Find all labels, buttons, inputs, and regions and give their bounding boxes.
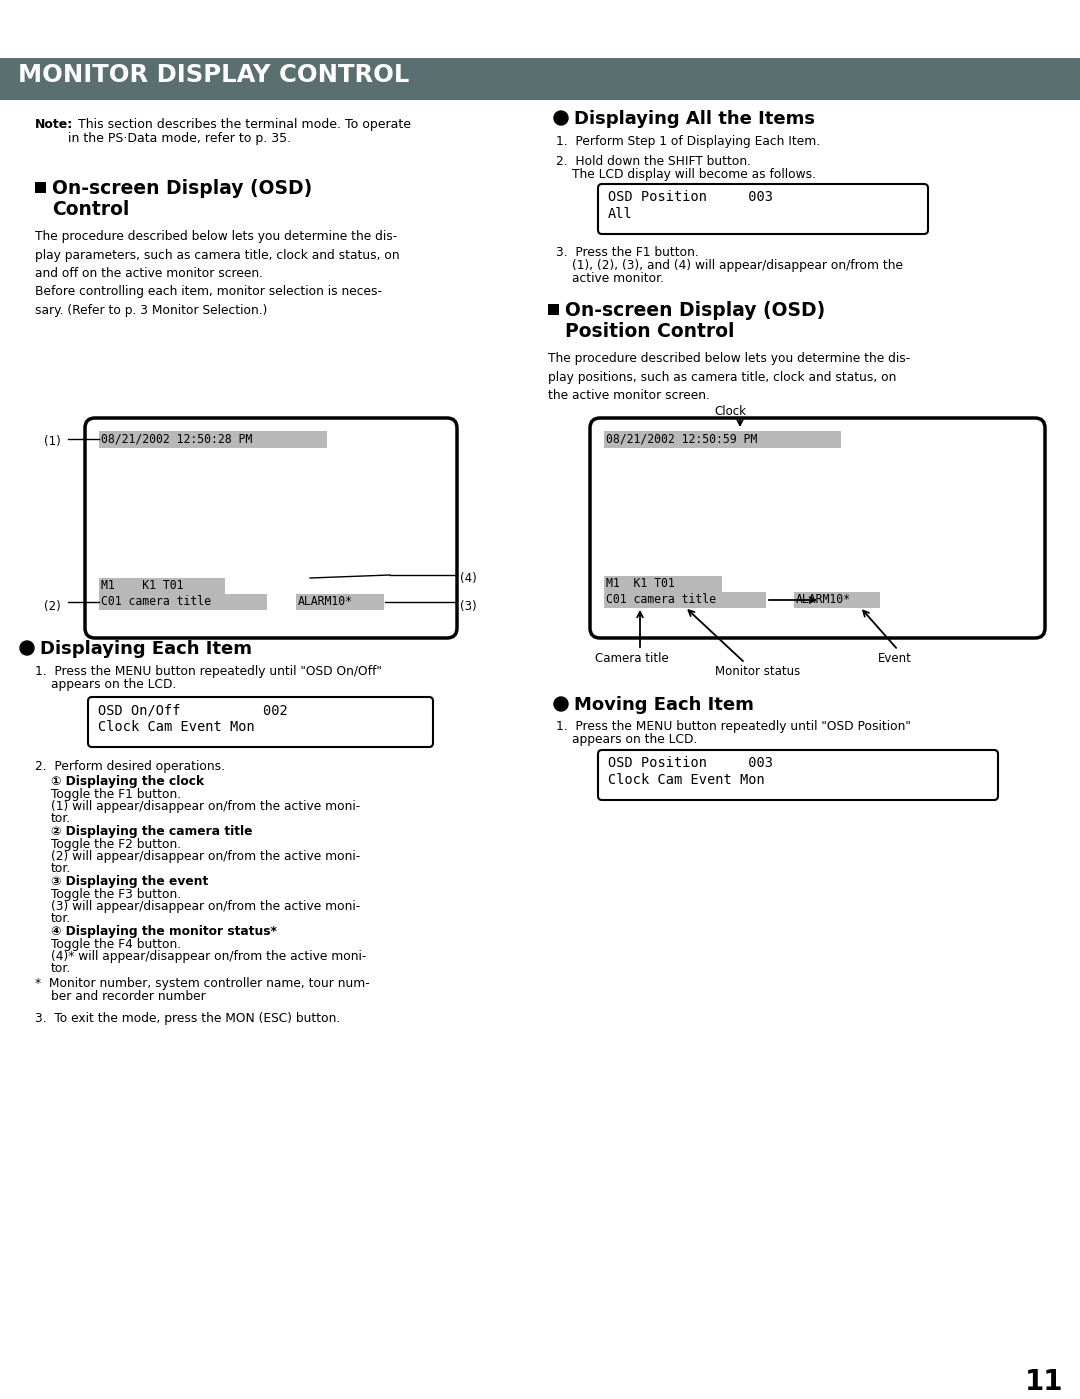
Text: The procedure described below lets you determine the dis-
play parameters, such : The procedure described below lets you d… [35, 229, 400, 318]
Text: Clock Cam Event Mon: Clock Cam Event Mon [608, 774, 765, 788]
Text: The procedure described below lets you determine the dis-
play positions, such a: The procedure described below lets you d… [548, 353, 910, 402]
Bar [604, 576, 723, 592]
Circle shape [21, 641, 33, 655]
Text: This section describes the terminal mode. To operate: This section describes the terminal mode… [78, 118, 411, 132]
Text: Control: Control [52, 200, 130, 220]
Text: Toggle the F4 button.: Toggle the F4 button. [51, 937, 181, 951]
Text: 08/21/2002 12:50:59 PM: 08/21/2002 12:50:59 PM [606, 432, 757, 445]
Text: (1): (1) [44, 435, 60, 448]
Text: (1), (2), (3), and (4) will appear/disappear on/from the: (1), (2), (3), and (4) will appear/disap… [572, 259, 903, 271]
Text: Displaying All the Items: Displaying All the Items [573, 111, 815, 127]
Text: (2): (2) [44, 600, 60, 613]
Text: (3) will appear/disappear on/from the active moni-: (3) will appear/disappear on/from the ac… [51, 900, 361, 914]
Text: ① Displaying the clock: ① Displaying the clock [51, 775, 204, 788]
Text: Position Control: Position Control [565, 322, 734, 341]
Text: 3.  Press the F1 button.: 3. Press the F1 button. [556, 246, 699, 259]
Text: On-screen Display (OSD): On-screen Display (OSD) [565, 301, 825, 320]
Text: 08/21/2002 12:50:28 PM: 08/21/2002 12:50:28 PM [102, 432, 253, 445]
Text: appears on the LCD.: appears on the LCD. [51, 679, 176, 691]
Text: On-screen Display (OSD): On-screen Display (OSD) [52, 179, 312, 199]
Bar [0, 57, 1080, 99]
Bar [99, 595, 267, 610]
Text: tor.: tor. [51, 912, 71, 925]
Text: Toggle the F1 button.: Toggle the F1 button. [51, 788, 181, 802]
Text: OSD Position     003: OSD Position 003 [608, 755, 773, 769]
Text: Toggle the F3 button.: Toggle the F3 button. [51, 888, 181, 901]
FancyBboxPatch shape [598, 185, 928, 234]
Text: Toggle the F2 button.: Toggle the F2 button. [51, 838, 181, 851]
Text: tor.: tor. [51, 862, 71, 874]
Text: 1.  Press the MENU button repeatedly until "OSD On/Off": 1. Press the MENU button repeatedly unti… [35, 665, 382, 679]
Text: 2.  Hold down the SHIFT button.: 2. Hold down the SHIFT button. [556, 155, 751, 168]
Text: Moving Each Item: Moving Each Item [573, 695, 754, 713]
Text: (2) will appear/disappear on/from the active moni-: (2) will appear/disappear on/from the ac… [51, 851, 361, 863]
Text: 1.  Press the MENU button repeatedly until "OSD Position": 1. Press the MENU button repeatedly unti… [556, 720, 910, 733]
Text: MONITOR DISPLAY CONTROL: MONITOR DISPLAY CONTROL [18, 63, 409, 87]
FancyBboxPatch shape [87, 697, 433, 747]
Text: 1.  Perform Step 1 of Displaying Each Item.: 1. Perform Step 1 of Displaying Each Ite… [556, 134, 820, 148]
Bar [548, 304, 559, 315]
Text: 2.  Perform desired operations.: 2. Perform desired operations. [35, 760, 225, 774]
Text: M1    K1 T01: M1 K1 T01 [102, 579, 184, 592]
Text: (1) will appear/disappear on/from the active moni-: (1) will appear/disappear on/from the ac… [51, 800, 361, 813]
Text: Clock: Clock [714, 404, 746, 418]
Text: OSD Position     003: OSD Position 003 [608, 190, 773, 204]
Text: tor.: tor. [51, 811, 71, 825]
Text: appears on the LCD.: appears on the LCD. [572, 733, 698, 746]
Text: tor.: tor. [51, 963, 71, 975]
Bar [604, 592, 766, 609]
Circle shape [554, 697, 568, 711]
Text: in the PS·Data mode, refer to p. 35.: in the PS·Data mode, refer to p. 35. [68, 132, 292, 145]
Text: ③ Displaying the event: ③ Displaying the event [51, 874, 208, 888]
Text: OSD On/Off          002: OSD On/Off 002 [98, 704, 287, 718]
Bar [99, 578, 225, 595]
Bar [35, 182, 46, 193]
Bar [99, 431, 327, 448]
Text: Note:: Note: [35, 118, 73, 132]
Text: active monitor.: active monitor. [572, 271, 664, 285]
Bar [794, 592, 880, 609]
Text: 3.  To exit the mode, press the MON (ESC) button.: 3. To exit the mode, press the MON (ESC)… [35, 1011, 340, 1025]
Text: C01 camera title: C01 camera title [606, 593, 716, 606]
Bar [604, 431, 841, 448]
Text: (4)* will appear/disappear on/from the active moni-: (4)* will appear/disappear on/from the a… [51, 950, 366, 963]
Text: ber and recorder number: ber and recorder number [51, 990, 206, 1003]
Text: ALARM10*: ALARM10* [298, 595, 353, 609]
Text: Clock Cam Event Mon: Clock Cam Event Mon [98, 720, 255, 734]
Text: *  Monitor number, system controller name, tour num-: * Monitor number, system controller name… [35, 977, 369, 990]
FancyBboxPatch shape [598, 750, 998, 800]
Text: ④ Displaying the monitor status*: ④ Displaying the monitor status* [51, 925, 276, 937]
Text: Displaying Each Item: Displaying Each Item [40, 639, 252, 658]
Text: The LCD display will become as follows.: The LCD display will become as follows. [572, 168, 816, 180]
Text: 11: 11 [1025, 1368, 1064, 1396]
Text: (3): (3) [460, 600, 476, 613]
Circle shape [554, 111, 568, 125]
Bar [296, 595, 384, 610]
Text: ② Displaying the camera title: ② Displaying the camera title [51, 825, 253, 838]
Text: Camera title: Camera title [595, 652, 669, 665]
Text: Event: Event [878, 652, 912, 665]
Text: All: All [608, 207, 633, 221]
Text: M1  K1 T01: M1 K1 T01 [606, 576, 675, 590]
FancyBboxPatch shape [590, 418, 1045, 638]
Text: C01 camera title: C01 camera title [102, 595, 211, 609]
FancyBboxPatch shape [85, 418, 457, 638]
Text: ALARM10*: ALARM10* [796, 593, 851, 606]
Text: (4): (4) [460, 572, 476, 585]
Text: Monitor status: Monitor status [715, 665, 800, 679]
